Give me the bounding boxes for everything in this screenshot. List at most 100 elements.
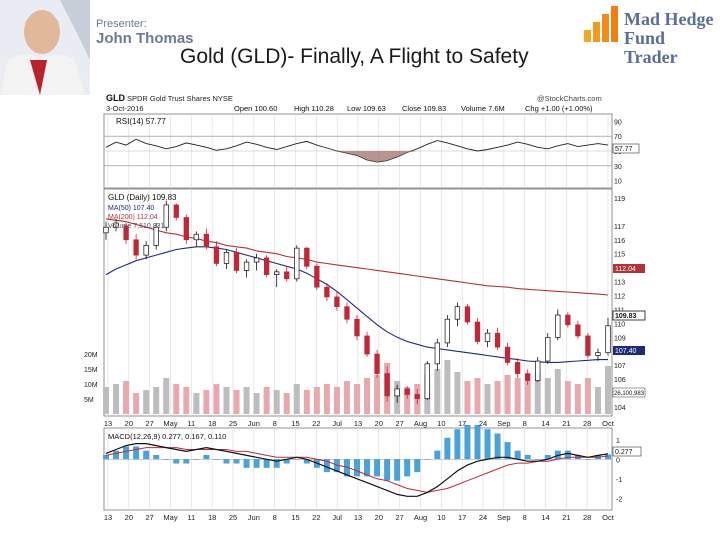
macd-histogram-bar: [293, 459, 300, 460]
volume-bar: [404, 387, 411, 414]
volume-bar: [544, 378, 551, 414]
candle-body: [253, 257, 260, 263]
volume-bar: [594, 387, 601, 414]
candle-body: [143, 245, 149, 256]
rsi-tick: 90: [614, 119, 622, 126]
candle-body: [414, 394, 420, 400]
rsi-tick: 10: [614, 179, 622, 186]
chart-date: 3-Oct-2016: [106, 104, 144, 113]
volume-bar: [605, 366, 611, 414]
x-tick-label: 27: [395, 419, 403, 428]
candle-body: [173, 204, 179, 218]
candle-body: [464, 306, 471, 323]
candle-body: [103, 226, 109, 234]
macd-histogram-bar: [233, 459, 240, 464]
macd-histogram-bar: [273, 459, 280, 468]
candle-body: [223, 251, 230, 264]
candle-body: [294, 247, 300, 280]
x-tick-label: Jul: [332, 419, 342, 428]
candle-body: [203, 233, 210, 248]
x-tick-label: 18: [208, 513, 216, 522]
x-tick-label: 25: [229, 419, 237, 428]
x-tick-label: 8: [523, 419, 527, 428]
logo-text: Mad Hedge Fund Trader: [624, 10, 720, 67]
volume-bar: [374, 375, 381, 414]
x-tick-label: 17: [458, 513, 466, 522]
price-tick: 104: [614, 405, 626, 412]
volume-bar: [474, 378, 481, 414]
macd-histogram-bar: [283, 459, 290, 464]
candle-body: [314, 265, 320, 288]
volume-bar: [153, 387, 160, 414]
macd-histogram-bar: [434, 450, 441, 460]
volume-bar: [534, 372, 541, 414]
x-tick-label: Sep: [497, 513, 510, 522]
volume-bar: [283, 393, 290, 414]
volume-bar: [113, 384, 120, 414]
volume-bar: [303, 390, 310, 414]
candle-body: [394, 388, 400, 397]
quote-change: Chg +1.00 (+1.00%): [525, 104, 593, 113]
x-tick-label: 27: [145, 419, 153, 428]
x-tick-label: Sep: [497, 419, 510, 428]
volume-bar: [203, 390, 210, 414]
price-tick: 116: [614, 238, 625, 245]
candle-body: [193, 233, 200, 241]
volume-bar: [434, 369, 441, 414]
macd-histogram-bar: [564, 450, 571, 460]
price-tick: 109: [614, 335, 626, 342]
candle-body: [484, 332, 491, 342]
x-tick-label: 20: [375, 419, 383, 428]
macd-legend: MACD(12,26,9) 0.277, 0.167, 0.110: [108, 432, 226, 441]
volume-bar: [123, 381, 130, 414]
x-tick-label: May: [163, 513, 177, 522]
candle-body: [404, 388, 410, 395]
macd-histogram-bar: [173, 459, 180, 464]
macd-histogram-bar: [605, 454, 611, 460]
logo-line2: Fund Trader: [624, 28, 678, 67]
candle-body: [384, 373, 390, 397]
price-tick: 113: [614, 280, 625, 287]
macd-histogram-bar: [454, 429, 461, 460]
chart-header-name: SPDR Gold Trust Shares NYSE: [127, 94, 233, 103]
logo-line1: Mad Hedge: [624, 9, 714, 29]
volume-bar: [323, 384, 330, 414]
x-tick-label: 13: [104, 513, 112, 522]
volume-tick: 5M: [84, 397, 94, 404]
x-tick-label: 13: [354, 419, 362, 428]
x-tick-label: 24: [479, 419, 487, 428]
macd-histogram-bar: [243, 459, 250, 468]
candle-body: [595, 352, 601, 356]
volume-bar: [454, 372, 461, 414]
ma50-tag: 107.40: [615, 348, 637, 355]
price-tick: 110: [614, 321, 625, 328]
x-tick-label: 11: [187, 419, 195, 428]
x-tick-label: Oct: [602, 419, 615, 428]
macd-histogram-bar: [484, 429, 491, 460]
price-tick: 119: [614, 196, 625, 203]
macd-line: [105, 443, 609, 497]
volume-tick: 20M: [84, 352, 98, 359]
candle-body: [133, 239, 139, 256]
price-tick: 112: [614, 294, 625, 301]
volume-bar: [464, 381, 471, 414]
ma200-tag: 112.04: [615, 266, 636, 273]
volume-bar: [584, 378, 591, 414]
volume-bar: [233, 390, 240, 414]
volume-bar: [163, 378, 170, 414]
x-tick-label: 20: [125, 419, 133, 428]
candle-body: [183, 217, 189, 241]
volume-tick: 15M: [84, 367, 98, 374]
volume-bar: [343, 381, 350, 414]
macd-histogram-bar: [414, 459, 421, 473]
macd-histogram-bar: [544, 454, 551, 460]
x-tick-label: 8: [523, 513, 527, 522]
macd-histogram-bar: [113, 450, 120, 460]
quote-open: Open 100.60: [234, 104, 277, 113]
x-tick-label: Jul: [332, 513, 342, 522]
x-tick-label: 24: [479, 513, 487, 522]
candle-body: [565, 314, 571, 326]
volume-bar: [514, 378, 521, 414]
macd-histogram-bar: [394, 459, 401, 481]
